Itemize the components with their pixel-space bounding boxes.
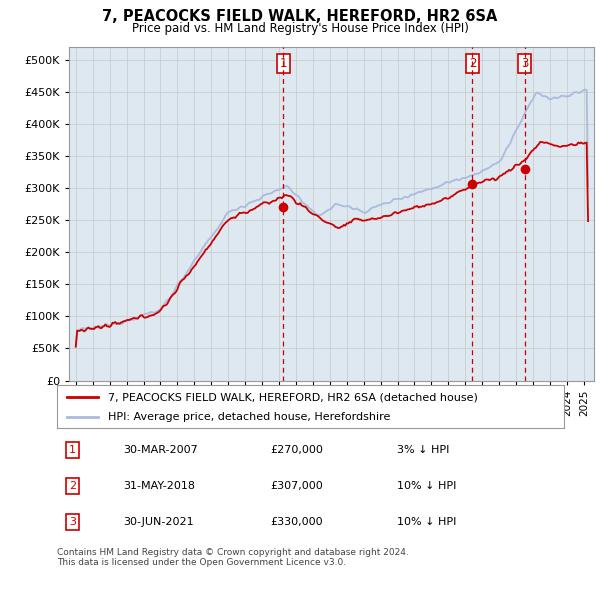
Text: 1: 1: [69, 445, 76, 455]
Text: 30-MAR-2007: 30-MAR-2007: [123, 445, 197, 455]
Text: HPI: Average price, detached house, Herefordshire: HPI: Average price, detached house, Here…: [108, 412, 390, 422]
Text: 1: 1: [280, 57, 287, 70]
Text: 10% ↓ HPI: 10% ↓ HPI: [397, 517, 456, 527]
Text: £270,000: £270,000: [270, 445, 323, 455]
Text: 3: 3: [69, 517, 76, 527]
Text: 2: 2: [68, 481, 76, 491]
Text: 30-JUN-2021: 30-JUN-2021: [123, 517, 194, 527]
Text: 3: 3: [521, 57, 528, 70]
Text: Contains HM Land Registry data © Crown copyright and database right 2024.
This d: Contains HM Land Registry data © Crown c…: [57, 548, 409, 567]
Text: £330,000: £330,000: [270, 517, 323, 527]
Text: 3% ↓ HPI: 3% ↓ HPI: [397, 445, 449, 455]
Text: 7, PEACOCKS FIELD WALK, HEREFORD, HR2 6SA (detached house): 7, PEACOCKS FIELD WALK, HEREFORD, HR2 6S…: [108, 392, 478, 402]
Text: 10% ↓ HPI: 10% ↓ HPI: [397, 481, 456, 491]
Text: 2: 2: [469, 57, 476, 70]
Text: 7, PEACOCKS FIELD WALK, HEREFORD, HR2 6SA: 7, PEACOCKS FIELD WALK, HEREFORD, HR2 6S…: [103, 9, 497, 24]
Text: Price paid vs. HM Land Registry's House Price Index (HPI): Price paid vs. HM Land Registry's House …: [131, 22, 469, 35]
Text: 31-MAY-2018: 31-MAY-2018: [123, 481, 195, 491]
Text: £307,000: £307,000: [270, 481, 323, 491]
